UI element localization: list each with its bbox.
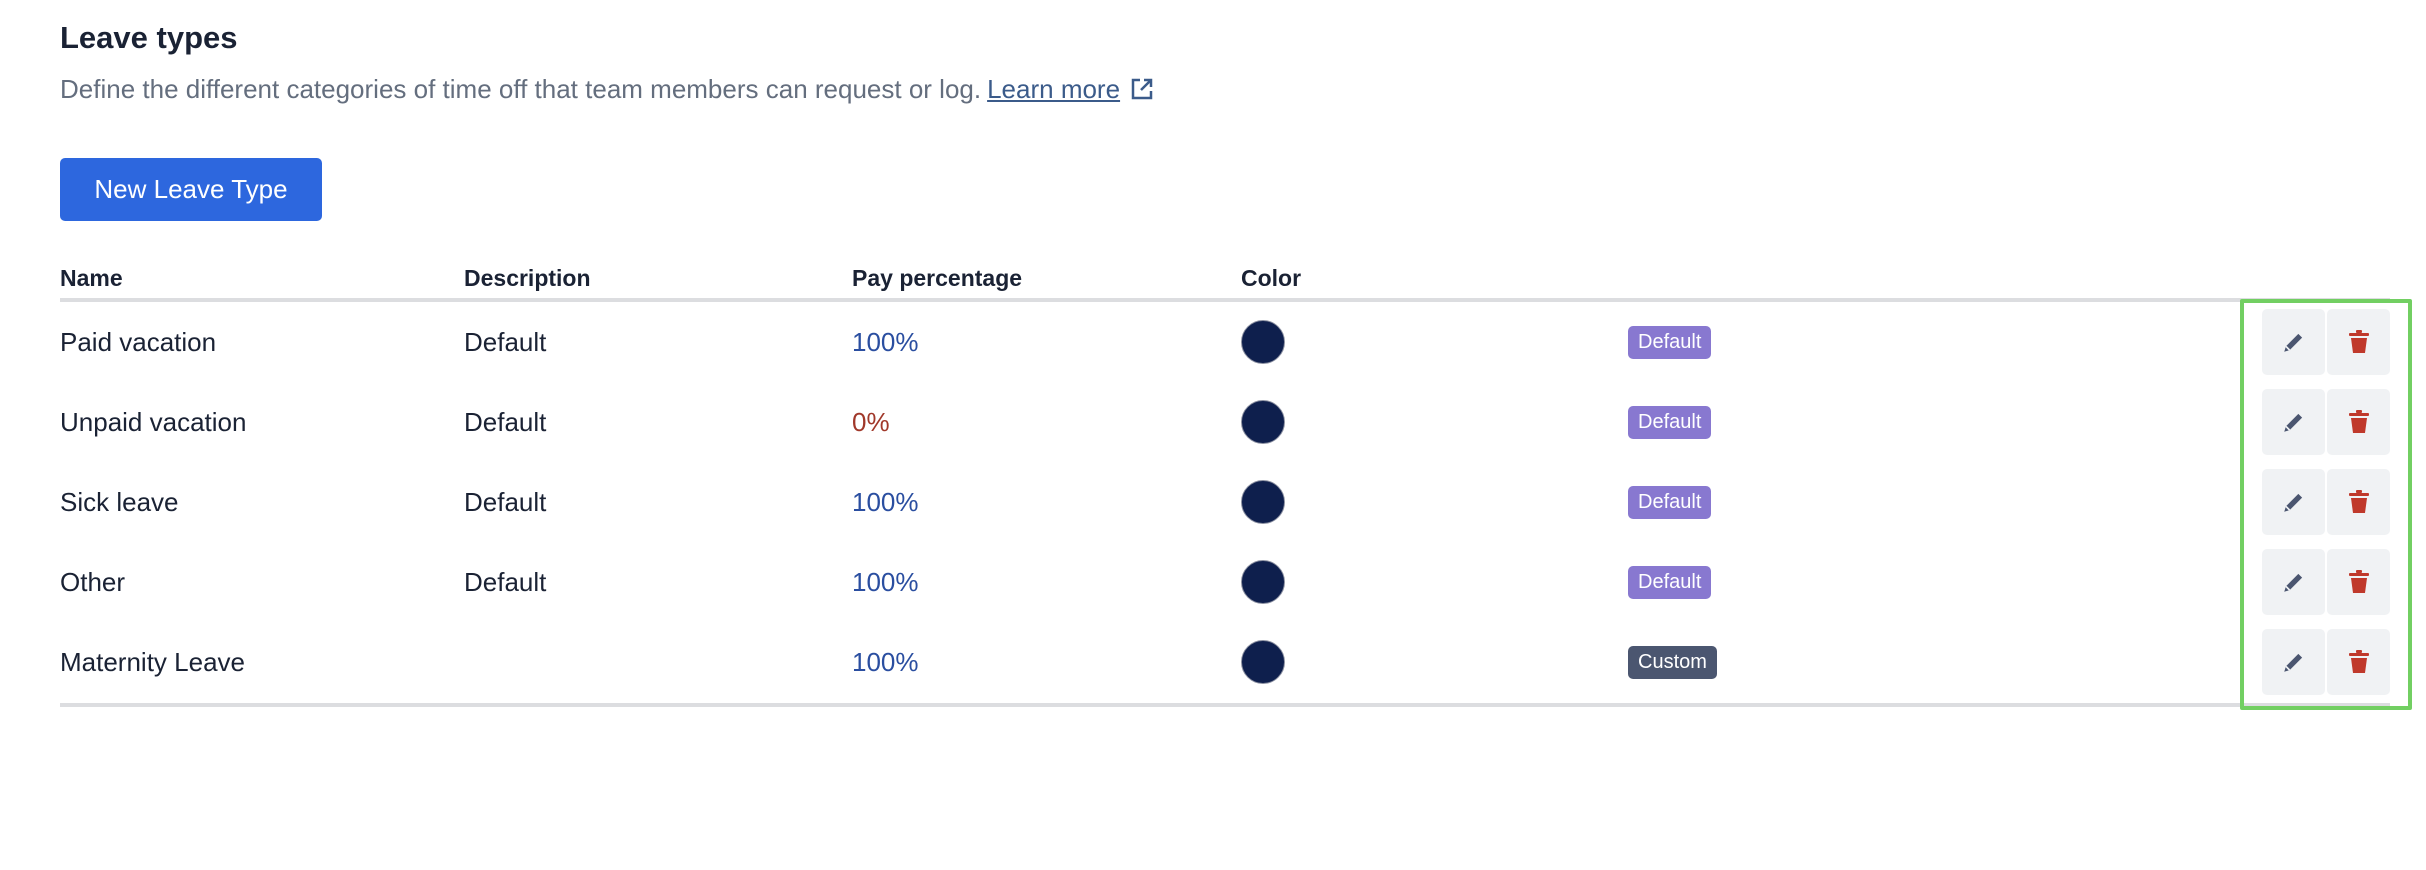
leave-description: Default (464, 566, 547, 597)
learn-more-link[interactable]: Learn more (987, 74, 1121, 104)
pencil-icon (2283, 413, 2302, 432)
column-header-description: Description (464, 265, 591, 291)
delete-button[interactable] (2327, 309, 2390, 375)
pencil-icon (2283, 573, 2302, 592)
table-row: Unpaid vacation Default 0% Default (0, 382, 2426, 462)
pay-percentage: 100% (852, 486, 919, 517)
description-text: Define the different categories of time … (60, 74, 982, 104)
edit-button[interactable] (2262, 469, 2325, 535)
trash-icon (2348, 410, 2369, 433)
page-description: Define the different categories of time … (60, 74, 1154, 108)
table-row: Sick leave Default 100% Default (0, 462, 2426, 542)
pencil-icon (2283, 493, 2302, 512)
color-swatch (1241, 640, 1285, 684)
new-leave-type-button[interactable]: New Leave Type (60, 158, 322, 221)
type-badge: Default (1628, 405, 1712, 439)
leave-name: Sick leave (60, 486, 179, 517)
delete-button[interactable] (2327, 389, 2390, 455)
type-badge: Default (1628, 485, 1712, 519)
leave-name: Other (60, 566, 126, 597)
trash-icon (2348, 490, 2369, 513)
edit-button[interactable] (2262, 629, 2325, 695)
type-badge-cell: Default (1628, 542, 1712, 622)
color-swatch (1241, 560, 1285, 604)
table-row: Maternity Leave 100% Custom (0, 622, 2426, 702)
external-link-icon[interactable] (1130, 77, 1154, 108)
color-cell (1241, 302, 1285, 382)
edit-button[interactable] (2262, 309, 2325, 375)
leave-name: Maternity Leave (60, 646, 245, 677)
delete-button[interactable] (2327, 469, 2390, 535)
column-header-pay: Pay percentage (852, 265, 1023, 291)
pay-percentage: 100% (852, 326, 919, 357)
table-row: Paid vacation Default 100% Default (0, 302, 2426, 382)
type-badge: Default (1628, 565, 1712, 599)
trash-icon (2348, 570, 2369, 593)
leave-description: Default (464, 406, 547, 437)
trash-icon (2348, 330, 2369, 353)
color-swatch (1241, 320, 1285, 364)
color-cell (1241, 462, 1285, 542)
color-cell (1241, 542, 1285, 622)
leave-description: Default (464, 326, 547, 357)
table-row: Other Default 100% Default (0, 542, 2426, 622)
pay-percentage: 100% (852, 566, 919, 597)
actions-highlight (2240, 299, 2412, 710)
column-header-color: Color (1241, 265, 1302, 291)
type-badge: Default (1628, 325, 1712, 359)
pencil-icon (2283, 653, 2302, 672)
type-badge-cell: Default (1628, 302, 1712, 382)
color-swatch (1241, 480, 1285, 524)
type-badge-cell: Default (1628, 462, 1712, 542)
header-divider (60, 298, 2390, 302)
delete-button[interactable] (2327, 629, 2390, 695)
column-header-name: Name (60, 265, 123, 291)
delete-button[interactable] (2327, 549, 2390, 615)
edit-button[interactable] (2262, 549, 2325, 615)
pay-percentage: 100% (852, 646, 919, 677)
trash-icon (2348, 650, 2369, 673)
page-title: Leave types (60, 20, 238, 55)
color-cell (1241, 382, 1285, 462)
type-badge-cell: Custom (1628, 622, 1717, 702)
color-cell (1241, 622, 1285, 702)
leave-description: Default (464, 486, 547, 517)
leave-name: Paid vacation (60, 326, 217, 357)
type-badge: Custom (1628, 645, 1717, 679)
pencil-icon (2283, 333, 2302, 352)
leave-name: Unpaid vacation (60, 406, 247, 437)
color-swatch (1241, 400, 1285, 444)
table-bottom-divider (60, 703, 2390, 707)
pay-percentage: 0% (852, 406, 890, 437)
edit-button[interactable] (2262, 389, 2325, 455)
type-badge-cell: Default (1628, 382, 1712, 462)
